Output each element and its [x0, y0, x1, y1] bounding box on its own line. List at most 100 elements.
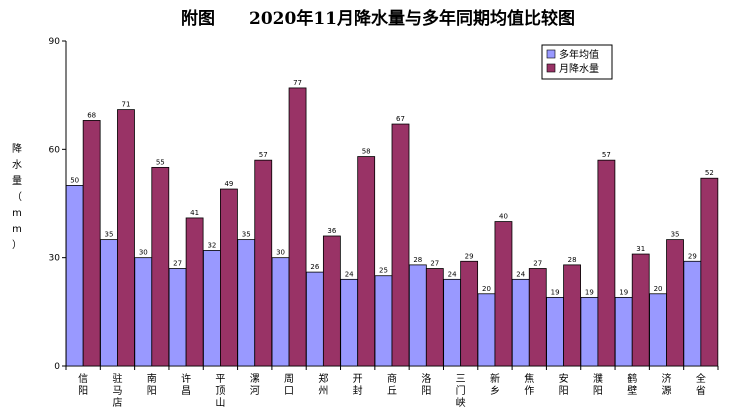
bar-monthly — [563, 264, 581, 367]
bar-mean — [271, 257, 290, 367]
category-label: 安阳 — [559, 372, 569, 397]
legend-label: 多年均值 — [559, 48, 599, 61]
data-label: 58 — [362, 148, 371, 156]
bar-mean — [168, 268, 187, 367]
data-label: 67 — [396, 115, 405, 123]
data-label: 36 — [327, 227, 336, 235]
data-label: 68 — [87, 111, 96, 119]
data-label: 31 — [636, 245, 645, 253]
chart-title: 附图 2020年11月降水量与多年同期均值比较图 — [181, 8, 575, 29]
bar-monthly — [82, 120, 101, 367]
data-label: 71 — [122, 101, 131, 109]
bar-mean — [374, 275, 393, 367]
category-label: 平顶山 — [215, 374, 225, 409]
data-label: 40 — [499, 213, 508, 221]
category-label: 南阳 — [147, 372, 157, 397]
data-label: 26 — [310, 263, 319, 271]
bar-monthly — [700, 177, 719, 367]
bar-monthly — [391, 123, 410, 367]
data-label: 35 — [671, 231, 680, 239]
category-label: 焦作 — [524, 372, 534, 397]
data-label: 29 — [688, 252, 697, 260]
data-label: 30 — [276, 249, 285, 257]
bars — [65, 87, 719, 367]
category-label: 许昌 — [181, 373, 191, 397]
bar-monthly — [288, 87, 307, 367]
category-label: 济源 — [662, 372, 672, 397]
bar-mean — [305, 271, 324, 367]
legend-swatch — [546, 49, 556, 59]
legend-swatch — [546, 63, 556, 73]
category-label: 三门峡 — [456, 374, 466, 409]
bar-mean — [614, 296, 633, 367]
data-label: 19 — [551, 288, 560, 296]
bar-mean — [683, 260, 702, 367]
bar-monthly — [460, 260, 479, 367]
bar-mean — [511, 278, 530, 367]
data-label: 27 — [173, 260, 182, 268]
data-label: 27 — [430, 260, 439, 268]
bar-monthly — [425, 268, 444, 367]
bar-mean — [340, 278, 359, 367]
y-axis-label: 降水量（ m m） — [12, 142, 22, 251]
data-label: 30 — [139, 249, 148, 257]
category-label: 周口 — [284, 373, 294, 397]
data-label: 52 — [705, 169, 714, 177]
category-label: 商丘 — [387, 372, 397, 397]
bar-monthly — [666, 239, 684, 367]
data-label: 24 — [516, 270, 525, 278]
bar-monthly — [494, 221, 513, 367]
bar-mean — [580, 296, 599, 367]
bar-mean — [477, 293, 496, 367]
data-label: 29 — [465, 252, 474, 260]
data-label: 24 — [448, 270, 457, 278]
data-label: 57 — [602, 151, 611, 159]
bar-monthly — [631, 253, 650, 367]
bar-mean — [443, 278, 462, 367]
bar-mean — [237, 239, 256, 367]
data-label: 77 — [293, 79, 302, 87]
category-label: 漯河 — [250, 373, 260, 397]
y-axis-title: 降水量（ m m） — [12, 142, 22, 251]
y-tick-label: 90 — [49, 37, 61, 47]
bar-mean — [408, 264, 427, 367]
bar-mean — [649, 293, 667, 367]
bar-mean — [65, 185, 84, 367]
data-label: 19 — [619, 288, 628, 296]
category-label: 新乡 — [490, 372, 500, 397]
bar-monthly — [117, 109, 135, 367]
data-label: 20 — [654, 285, 663, 293]
data-label: 25 — [379, 267, 388, 275]
category-label: 鹤壁 — [627, 372, 637, 397]
data-label: 55 — [156, 158, 165, 166]
data-label: 28 — [413, 256, 422, 264]
bar-monthly — [151, 166, 170, 367]
category-label: 开封 — [353, 374, 363, 397]
bar-monthly — [254, 159, 273, 367]
category-label: 全省 — [696, 372, 706, 397]
bar-monthly — [322, 235, 341, 367]
data-label: 41 — [190, 209, 199, 217]
bar-monthly — [357, 156, 376, 367]
data-label: 28 — [568, 256, 577, 264]
bar-mean — [100, 239, 118, 367]
legend-label: 月降水量 — [559, 62, 599, 75]
data-label: 32 — [207, 241, 216, 249]
bar-monthly — [220, 188, 238, 367]
data-label: 35 — [242, 231, 251, 239]
data-label: 19 — [585, 288, 594, 296]
data-label: 50 — [70, 176, 79, 184]
category-label: 濮阳 — [593, 372, 603, 397]
y-tick-label: 0 — [54, 362, 60, 372]
category-label: 信阳 — [78, 373, 88, 397]
bar-monthly — [528, 268, 547, 367]
category-label: 洛阳 — [421, 372, 431, 397]
data-label: 27 — [533, 260, 542, 268]
bar-monthly — [597, 159, 616, 367]
data-label: 20 — [482, 285, 491, 293]
bar-mean — [134, 257, 153, 367]
category-label: 驻马店 — [112, 372, 122, 409]
